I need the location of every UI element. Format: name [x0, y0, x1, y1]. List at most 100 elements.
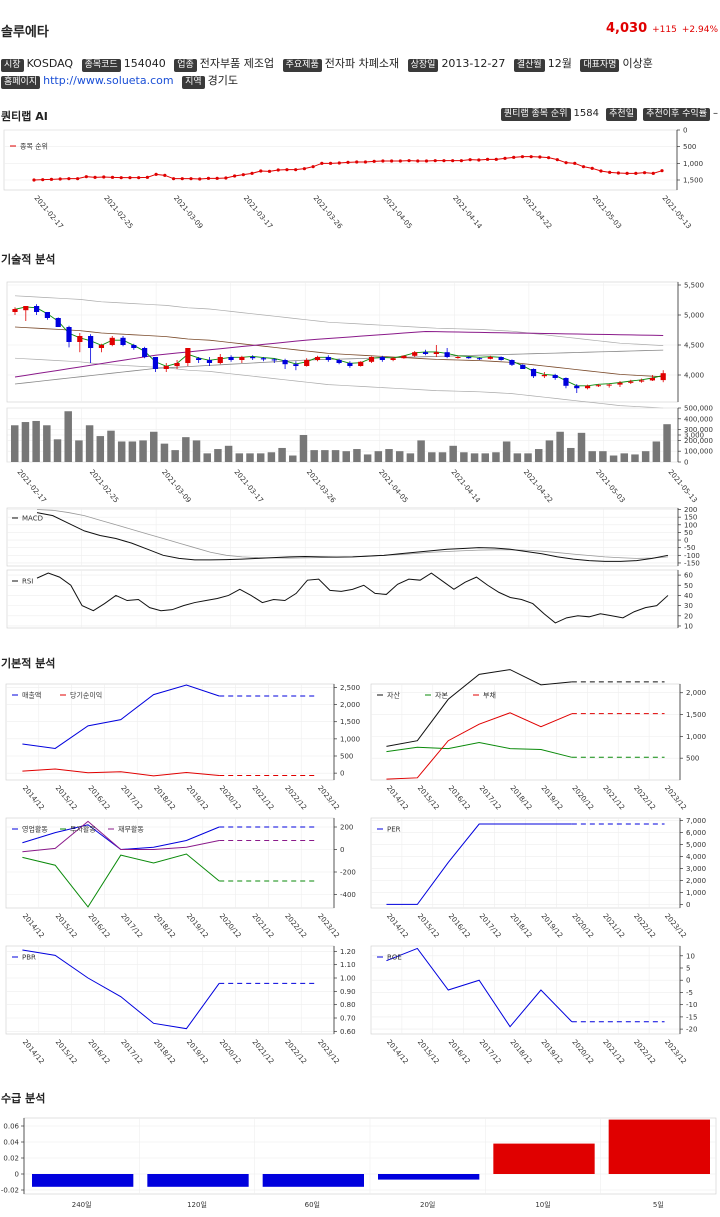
pbr-ytick-label: 0.80 — [340, 1001, 356, 1009]
rank-point — [110, 175, 115, 179]
pbr-xtick-label: 2018/12 — [152, 1038, 177, 1065]
candle-body — [455, 357, 461, 358]
bs-series-line — [386, 712, 573, 780]
bollinger-band — [14, 295, 664, 346]
cashflow-xtick-label: 2017/12 — [119, 912, 144, 939]
roe-ytick-label: -15 — [686, 1013, 697, 1021]
sales-xtick-label: 2018/12 — [152, 784, 177, 811]
candle-body — [109, 337, 115, 345]
pbr-xtick-label: 2020/12 — [218, 1038, 243, 1065]
pbr-xtick-label: 2016/12 — [86, 1038, 111, 1065]
rsi-frame — [6, 569, 679, 629]
bs-xtick-label: 2019/12 — [539, 784, 564, 811]
supply-xtick-label: 120일 — [187, 1200, 207, 1209]
code-value: 154040 — [123, 57, 166, 70]
per-xtick-label: 2022/12 — [632, 912, 657, 939]
cashflow-xtick-label: 2016/12 — [86, 912, 111, 939]
volume-bar — [278, 447, 286, 462]
sales-xtick-label: 2017/12 — [119, 784, 144, 811]
candle-body — [466, 357, 472, 359]
volume-bar — [417, 440, 425, 462]
volume-xtick-label: 2021-05-03 — [594, 468, 626, 504]
rank-tag: 퀀티랩 종목 순위 — [500, 108, 571, 121]
code-tag: 종목코드 — [81, 59, 121, 72]
supply-ytick-label: 0.04 — [3, 1139, 19, 1147]
rank-point — [128, 176, 132, 180]
supply-bar — [147, 1174, 249, 1187]
volume-bar — [299, 435, 308, 462]
volume-bar — [502, 441, 511, 462]
volume-bar — [524, 453, 532, 462]
listing-value: 2013-12-27 — [441, 57, 506, 70]
per-ytick-label: 1,000 — [686, 889, 706, 897]
info-line-1: 시장 KOSDAQ 종목코드 154040 업종 전자부품 제조업 주요제품 전자파 차… — [1, 55, 653, 72]
volume-bar — [53, 439, 62, 462]
sales-ytick-label: 2,500 — [340, 684, 360, 692]
sales-xtick-label: 2020/12 — [218, 784, 243, 811]
rank-point — [119, 176, 123, 180]
candle-body — [574, 385, 580, 389]
per-ytick-label: 6,000 — [686, 829, 706, 837]
bs-xtick-label: 2017/12 — [478, 784, 503, 811]
volume-bar — [107, 430, 115, 462]
supply-ytick-label: 0.02 — [3, 1155, 19, 1163]
volume-xtick-label: 2021-02-25 — [88, 468, 120, 504]
macd-signal-line — [36, 509, 669, 559]
candle-body — [422, 352, 429, 354]
roe-series-line — [386, 947, 573, 1028]
pbr-ytick-label: 0.90 — [340, 988, 356, 996]
rank-point — [302, 167, 306, 171]
candle-body — [379, 357, 385, 360]
price-value: 4,030 — [606, 21, 648, 36]
rank-xtick-label: 2021-04-05 — [381, 194, 413, 230]
cashflow-xtick-label: 2020/12 — [218, 912, 243, 939]
macd-ytick-label: 200 — [684, 506, 697, 514]
bs-xtick-label: 2018/12 — [509, 784, 534, 811]
pbr-xtick-label: 2015/12 — [54, 1038, 79, 1065]
bs-ytick-label: 500 — [686, 755, 699, 763]
fiscal-tag: 결산월 — [513, 59, 545, 72]
fundamental-section-title: 기본적 분석 — [1, 657, 56, 670]
cashflow-xtick-label: 2014/12 — [21, 912, 46, 939]
candle-body — [282, 360, 288, 365]
volume-xtick-label: 2021-03-17 — [232, 468, 264, 504]
rank-point — [102, 175, 106, 179]
rank-point — [494, 157, 498, 161]
rank-point — [442, 159, 446, 163]
bs-ytick-label: 2,000 — [686, 689, 706, 697]
volume-bar — [438, 452, 447, 462]
volume-ytick-label: 500,000 — [684, 405, 713, 413]
volume-bar — [556, 431, 564, 462]
per-xtick-label: 2017/12 — [478, 912, 503, 939]
homepage-link[interactable]: http://www.solueta.com — [43, 74, 174, 87]
volume-bar — [85, 425, 94, 462]
sales-legend-label: 당기순이익 — [70, 691, 102, 700]
per-series-line — [386, 823, 572, 905]
sales-series-line — [22, 768, 220, 777]
candle-body — [196, 358, 202, 360]
roe-ytick-label: 0 — [686, 977, 690, 985]
rank-point — [564, 161, 568, 165]
rank-point — [311, 165, 315, 169]
rec-return-tag: 추천이후 수익률 — [643, 108, 710, 121]
rank-frame — [3, 129, 678, 191]
rank-point — [538, 155, 542, 159]
candle-body — [271, 359, 277, 361]
bs-xtick-label: 2015/12 — [416, 784, 441, 811]
rec-date-tag: 추천일 — [606, 108, 637, 121]
market-tag: 시장 — [1, 59, 24, 72]
bs-series-line — [386, 741, 572, 758]
rank-point — [363, 160, 368, 164]
rank-point — [590, 166, 594, 170]
roe-ytick-label: -20 — [686, 1026, 697, 1034]
volume-bar — [460, 452, 468, 462]
volume-bar — [150, 431, 158, 462]
volume-bar — [96, 436, 105, 462]
bollinger-band — [14, 357, 664, 409]
candle-body — [44, 312, 51, 318]
cashflow-ytick-label: 200 — [340, 824, 353, 832]
supply-bar — [32, 1174, 134, 1187]
rank-point — [433, 159, 437, 163]
volume-xtick-label: 2021-03-09 — [160, 468, 192, 504]
volume-bar — [534, 449, 543, 462]
